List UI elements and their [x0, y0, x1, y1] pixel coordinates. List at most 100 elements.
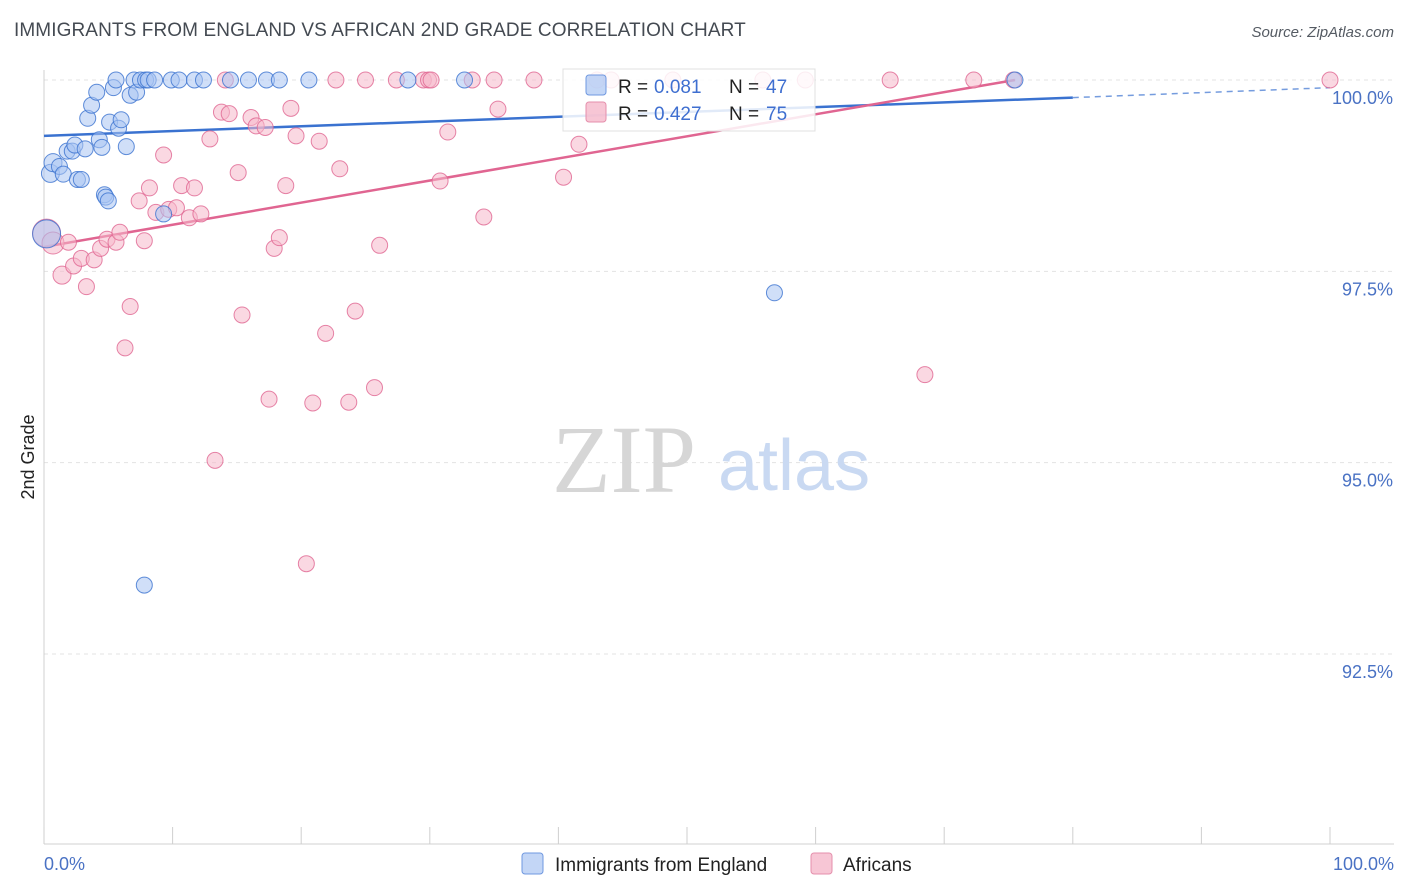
legend-swatch-africans [585, 101, 607, 123]
y-axis-title: 2nd Grade [18, 414, 38, 499]
data-point [282, 99, 300, 117]
data-point [300, 71, 318, 89]
data-point [304, 394, 322, 412]
data-point [170, 71, 188, 89]
legend-swatch-england [585, 74, 607, 96]
legend-r-label-england: R = [618, 77, 648, 98]
data-point [277, 177, 295, 195]
trend-line-england [43, 96, 1073, 138]
data-point [201, 130, 219, 148]
legend-n-value-africans: 75 [766, 104, 787, 125]
data-point [1321, 71, 1339, 89]
data-point [260, 390, 278, 408]
data-point [340, 393, 358, 411]
data-point [346, 302, 364, 320]
legend-r-label-africans: R = [618, 104, 648, 125]
data-point [116, 339, 134, 357]
watermark-zip: ZIP [552, 406, 696, 513]
data-point [155, 205, 173, 223]
data-point [72, 170, 90, 188]
data-point [525, 71, 543, 89]
data-point [107, 71, 125, 89]
data-point [220, 105, 238, 123]
data-point [135, 232, 153, 250]
data-point [206, 451, 224, 469]
data-point [88, 83, 106, 101]
data-point [916, 366, 934, 384]
data-point [77, 278, 95, 296]
data-point [155, 146, 173, 164]
data-point [221, 71, 239, 89]
data-point [270, 71, 288, 89]
data-point [256, 118, 274, 136]
legend-n-label-africans: N = [729, 104, 759, 125]
data-point [76, 140, 94, 158]
data-point [881, 71, 899, 89]
legend-r-value-england: 0.081 [654, 77, 702, 98]
data-point [130, 192, 148, 210]
data-point [111, 223, 129, 241]
data-point [233, 306, 251, 324]
data-point [112, 111, 130, 129]
data-point [965, 71, 983, 89]
data-point [439, 123, 457, 141]
data-point [331, 160, 349, 178]
data-point [270, 229, 288, 247]
data-point [99, 192, 117, 210]
y-tick-labels: 92.5% 95.0% 97.5% 100.0% [1332, 88, 1393, 682]
stats-legend: R = 0.081 N = 47 R = 0.427 N = 75 [562, 68, 816, 132]
trend-line-england-extension [1072, 86, 1331, 99]
x-tick-label-max: 100.0% [1333, 854, 1394, 874]
data-point [570, 135, 588, 153]
data-point [185, 179, 203, 197]
data-point [239, 71, 257, 89]
data-point [456, 71, 474, 89]
y-tick-label: 97.5% [1342, 279, 1393, 299]
data-point [310, 132, 328, 150]
data-point [194, 71, 212, 89]
legend-n-value-england: 47 [766, 77, 787, 98]
bottom-legend-swatch-africans [810, 852, 833, 875]
data-point [555, 168, 573, 186]
data-point [297, 555, 315, 573]
data-point [140, 179, 158, 197]
data-point [371, 236, 389, 254]
data-point [475, 208, 493, 226]
data-point [327, 71, 345, 89]
data-point [489, 100, 507, 118]
england-points [32, 71, 1024, 594]
series-legend: Immigrants from England Africans [521, 852, 912, 876]
x-ticks [43, 827, 1331, 844]
data-point [59, 233, 77, 251]
data-point [146, 71, 164, 89]
data-point [1006, 71, 1024, 89]
data-point [431, 172, 449, 190]
legend-n-label-england: N = [729, 77, 759, 98]
data-point [317, 324, 335, 342]
data-point [765, 284, 783, 302]
grid-lines [44, 79, 1394, 655]
source-label: Source: ZipAtlas.com [1251, 24, 1394, 41]
bottom-legend-label-england: Immigrants from England [555, 855, 767, 876]
data-point [485, 71, 503, 89]
data-point [93, 138, 111, 156]
watermark-atlas: atlas [718, 426, 870, 506]
bottom-legend-label-africans: Africans [843, 855, 912, 876]
y-tick-label: 95.0% [1342, 471, 1393, 491]
chart-title: IMMIGRANTS FROM ENGLAND VS AFRICAN 2ND G… [14, 20, 746, 41]
y-tick-label: 100.0% [1332, 88, 1393, 108]
bottom-legend-swatch-england [521, 852, 544, 875]
data-point [117, 138, 135, 156]
data-point [422, 71, 440, 89]
data-point [366, 379, 384, 397]
data-point [135, 576, 153, 594]
data-point [192, 205, 210, 223]
legend-r-value-africans: 0.427 [654, 104, 702, 125]
data-point [121, 298, 139, 316]
axes [43, 70, 1394, 845]
y-tick-label: 92.5% [1342, 662, 1393, 682]
data-point [229, 164, 247, 182]
data-point [287, 127, 305, 145]
data-point [357, 71, 374, 89]
